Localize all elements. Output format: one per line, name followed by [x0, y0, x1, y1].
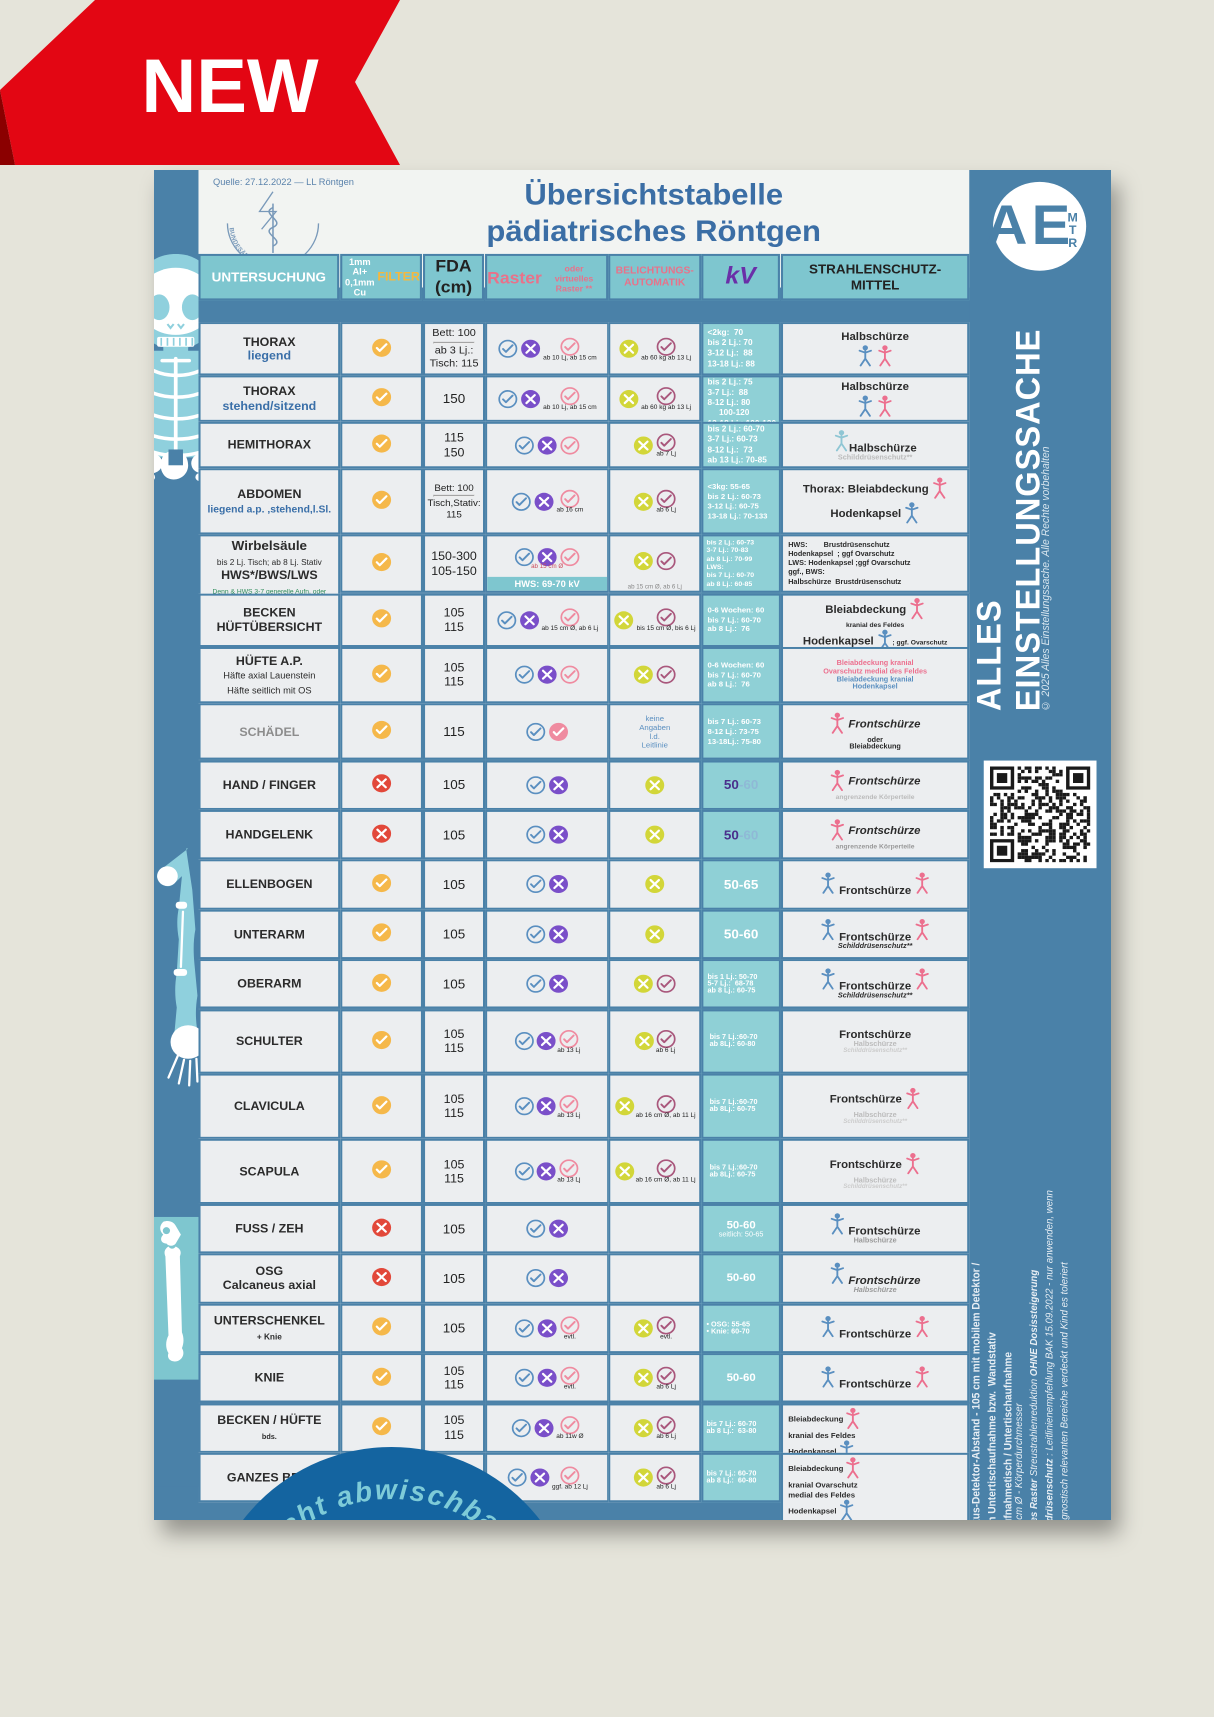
- svg-text:E: E: [1032, 195, 1071, 257]
- svg-text:A: A: [986, 195, 1028, 257]
- svg-text:M: M: [1068, 211, 1078, 225]
- svg-text:NEW: NEW: [141, 44, 319, 129]
- svg-text:T: T: [1069, 223, 1077, 237]
- svg-text:R: R: [1068, 236, 1077, 250]
